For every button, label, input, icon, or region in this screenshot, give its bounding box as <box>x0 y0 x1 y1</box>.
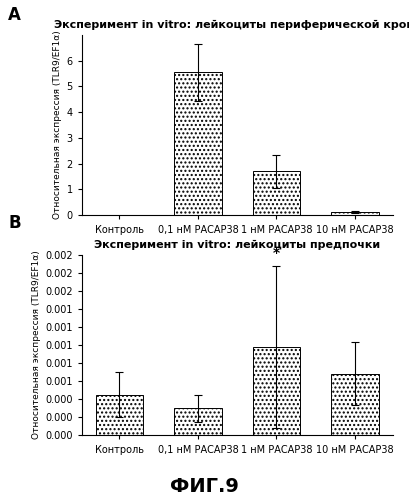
Title: Эксперимент in vitro: лейкоциты предпочки: Эксперимент in vitro: лейкоциты предпочк… <box>94 240 380 250</box>
Title: Эксперимент in vitro: лейкоциты периферической крови: Эксперимент in vitro: лейкоциты перифери… <box>54 20 409 30</box>
Text: ФИГ.9: ФИГ.9 <box>170 478 239 496</box>
Text: *: * <box>273 246 280 260</box>
Text: B: B <box>8 214 21 232</box>
Text: A: A <box>8 6 21 24</box>
Bar <box>174 72 222 215</box>
Bar <box>96 394 143 435</box>
Y-axis label: Относительная экспрессия (TLR9/EF1α): Относительная экспрессия (TLR9/EF1α) <box>53 30 62 220</box>
Bar <box>174 408 222 435</box>
Bar <box>253 172 300 215</box>
Y-axis label: Относительная экспрессия (TLR9/EF1α): Относительная экспрессия (TLR9/EF1α) <box>32 250 41 440</box>
Bar <box>253 347 300 435</box>
Bar <box>331 374 378 435</box>
Bar <box>331 212 378 215</box>
